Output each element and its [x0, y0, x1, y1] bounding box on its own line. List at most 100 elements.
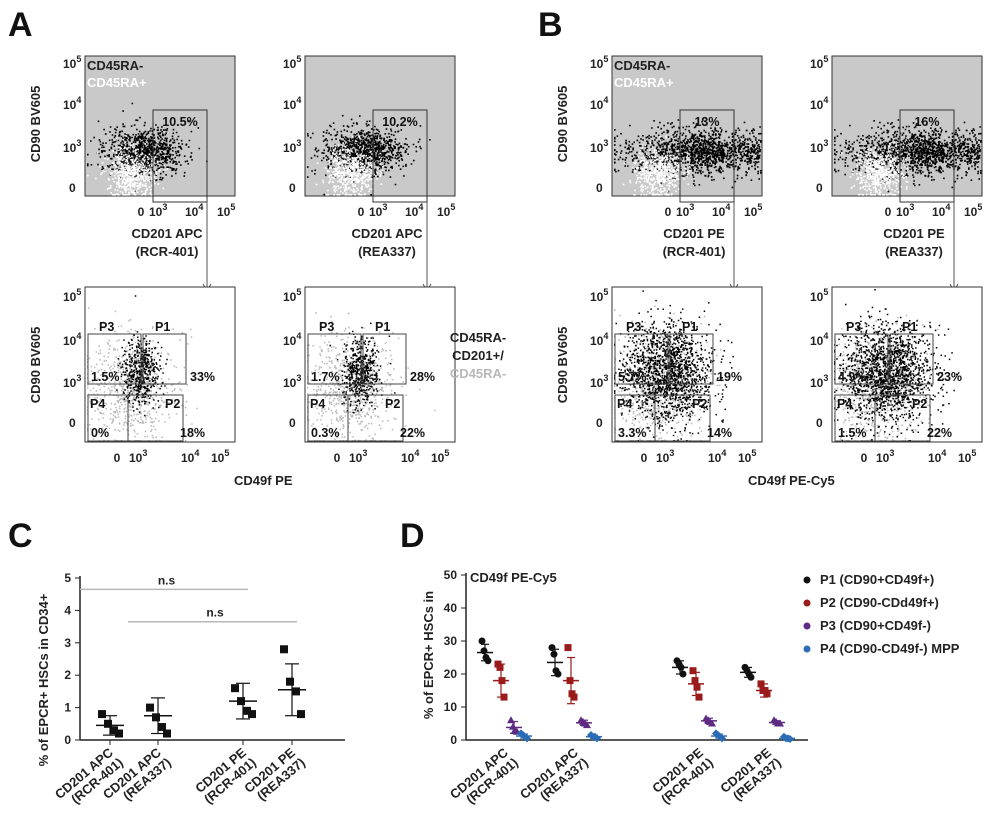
y-tick-0: 0: [596, 416, 603, 430]
x-axis-label-b: CD49f PE-Cy5: [748, 473, 835, 488]
bottom-flow-plot: P3 P1 P4 P2 1.7% 28% 0.3% 22% 105 104 103 0 0 103 104 1…: [283, 286, 456, 465]
y-tick-0: 0: [69, 416, 76, 430]
x-tick-1e5: 105: [958, 448, 976, 465]
gate-p1: [142, 333, 187, 385]
y-tick-0: 0: [289, 416, 296, 430]
d-legend-label: P1 (CD90+CD49f+): [820, 572, 934, 587]
gate-p1: [362, 333, 407, 385]
gate-p1-label: P1: [682, 320, 697, 334]
x-tick-1e5: 105: [217, 202, 235, 219]
x-tick-0: 0: [358, 205, 365, 219]
flow-y-axis-label: CD90 BV605: [28, 327, 43, 404]
d-y-tick-label: 0: [450, 733, 457, 747]
cd45ra-pos-events: [315, 135, 384, 196]
gate-p3-label: P3: [99, 320, 114, 334]
d-data-point: [496, 663, 504, 671]
gate-p1: [669, 333, 714, 385]
y-tick-1e5: 105: [63, 54, 81, 71]
c-data-point: [280, 645, 288, 654]
epcr-gate: [152, 109, 208, 203]
x-tick-1e3: 103: [656, 448, 674, 465]
x-tick-1e4: 104: [712, 202, 730, 219]
gate-p1-percent: 19%: [717, 370, 742, 384]
d-y-tick-label: 50: [444, 568, 458, 582]
y-tick-1e3: 103: [63, 373, 81, 390]
gate-p2-label: P2: [165, 397, 180, 411]
gate-p3-percent: 1.5%: [91, 370, 120, 384]
epcr-gate: [679, 109, 735, 203]
x-axis-label-a: CD49f PE: [234, 473, 293, 488]
y-tick-1e4: 104: [283, 95, 301, 112]
d-data-point: [763, 690, 771, 698]
d-data-point: [695, 693, 703, 701]
gate-p1-percent: 33%: [190, 370, 215, 384]
y-tick-1e3: 103: [810, 138, 828, 155]
flow-x-axis-label: CD201 APC: [131, 226, 203, 241]
x-tick-1e4: 104: [185, 202, 203, 219]
y-tick-1e4: 104: [590, 95, 608, 112]
cd45ra-pos-events: [622, 135, 691, 196]
x-tick-1e5: 105: [744, 202, 762, 219]
gate-p2: [347, 394, 404, 442]
y-tick-1e3: 103: [283, 373, 301, 390]
mid-legend-line2: CD201+/: [452, 348, 504, 363]
panel-d-legend: P1 (CD90+CD49f+) P2 (CD90-CDd49f+) P3 (CD9…: [803, 572, 960, 656]
panel-letter-c: C: [8, 517, 33, 555]
bottom-flow-plot: P3 P1 P4 P2 5.7% 19% 3.3% 14% 105 104 103 0 0 103 104 1…: [555, 286, 763, 465]
c-y-tick-label: 4: [64, 603, 71, 617]
d-legend-label: P4 (CD90-CD49f-) MPP: [820, 641, 960, 656]
gate-p4-label: P4: [310, 397, 325, 411]
y-tick-1e3: 103: [63, 138, 81, 155]
c-data-point: [115, 729, 123, 738]
y-tick-1e5: 105: [283, 54, 301, 71]
gate-p4-label: P4: [90, 397, 105, 411]
y-tick-1e3: 103: [590, 138, 608, 155]
d-y-tick-label: 30: [444, 634, 458, 648]
d-legend-label: P3 (CD90+CD49f-): [820, 618, 931, 633]
epcr-hsc-events: [614, 290, 734, 442]
d-legend-label: P2 (CD90-CDd49f+): [820, 595, 939, 610]
flow-x-axis-label: CD201 PE: [663, 226, 725, 241]
y-tick-0: 0: [816, 181, 823, 195]
gate-p2: [654, 394, 711, 442]
gate-p1-label: P1: [375, 320, 390, 334]
x-tick-1e5: 105: [964, 202, 982, 219]
y-tick-0: 0: [289, 181, 296, 195]
gate-p1: [889, 333, 934, 385]
c-y-tick-label: 1: [64, 701, 71, 715]
epcr-gate: [899, 109, 955, 203]
x-tick-0: 0: [885, 205, 892, 219]
gate-percent: 16%: [914, 115, 939, 129]
gate-p1-label: P1: [155, 320, 170, 334]
x-tick-1e4: 104: [401, 448, 419, 465]
x-tick-1e5: 105: [437, 202, 455, 219]
y-tick-1e4: 104: [590, 331, 608, 348]
gate-p2-label: P2: [912, 397, 927, 411]
y-tick-0: 0: [69, 181, 76, 195]
d-legend-marker: [803, 599, 811, 607]
legend-cd45ra-pos: CD45RA+: [614, 75, 674, 90]
c-data-point: [152, 713, 160, 722]
gate-p2: [127, 394, 184, 442]
gate-p4-percent: 1.5%: [838, 426, 867, 440]
d-data-point: [570, 693, 578, 701]
gate-p2-percent: 22%: [400, 426, 425, 440]
gate-p3-label: P3: [319, 320, 334, 334]
panel-d-y-label: % of EPCR+ HSCs in: [421, 591, 436, 719]
x-tick-1e3: 103: [369, 202, 387, 219]
x-tick-1e5: 105: [738, 448, 756, 465]
flow-plot-frame: [84, 55, 236, 197]
gate-p2-percent: 14%: [707, 426, 732, 440]
gate-p2-label: P2: [385, 397, 400, 411]
gate-p3: [307, 333, 362, 385]
d-legend-marker: [803, 622, 811, 630]
d-data-point: [564, 644, 572, 652]
c-data-point: [104, 719, 112, 728]
panel-letter-b: B: [538, 6, 563, 44]
gate-p3: [87, 333, 142, 385]
x-tick-1e4: 104: [928, 448, 946, 465]
epcr-gate: [372, 109, 428, 203]
